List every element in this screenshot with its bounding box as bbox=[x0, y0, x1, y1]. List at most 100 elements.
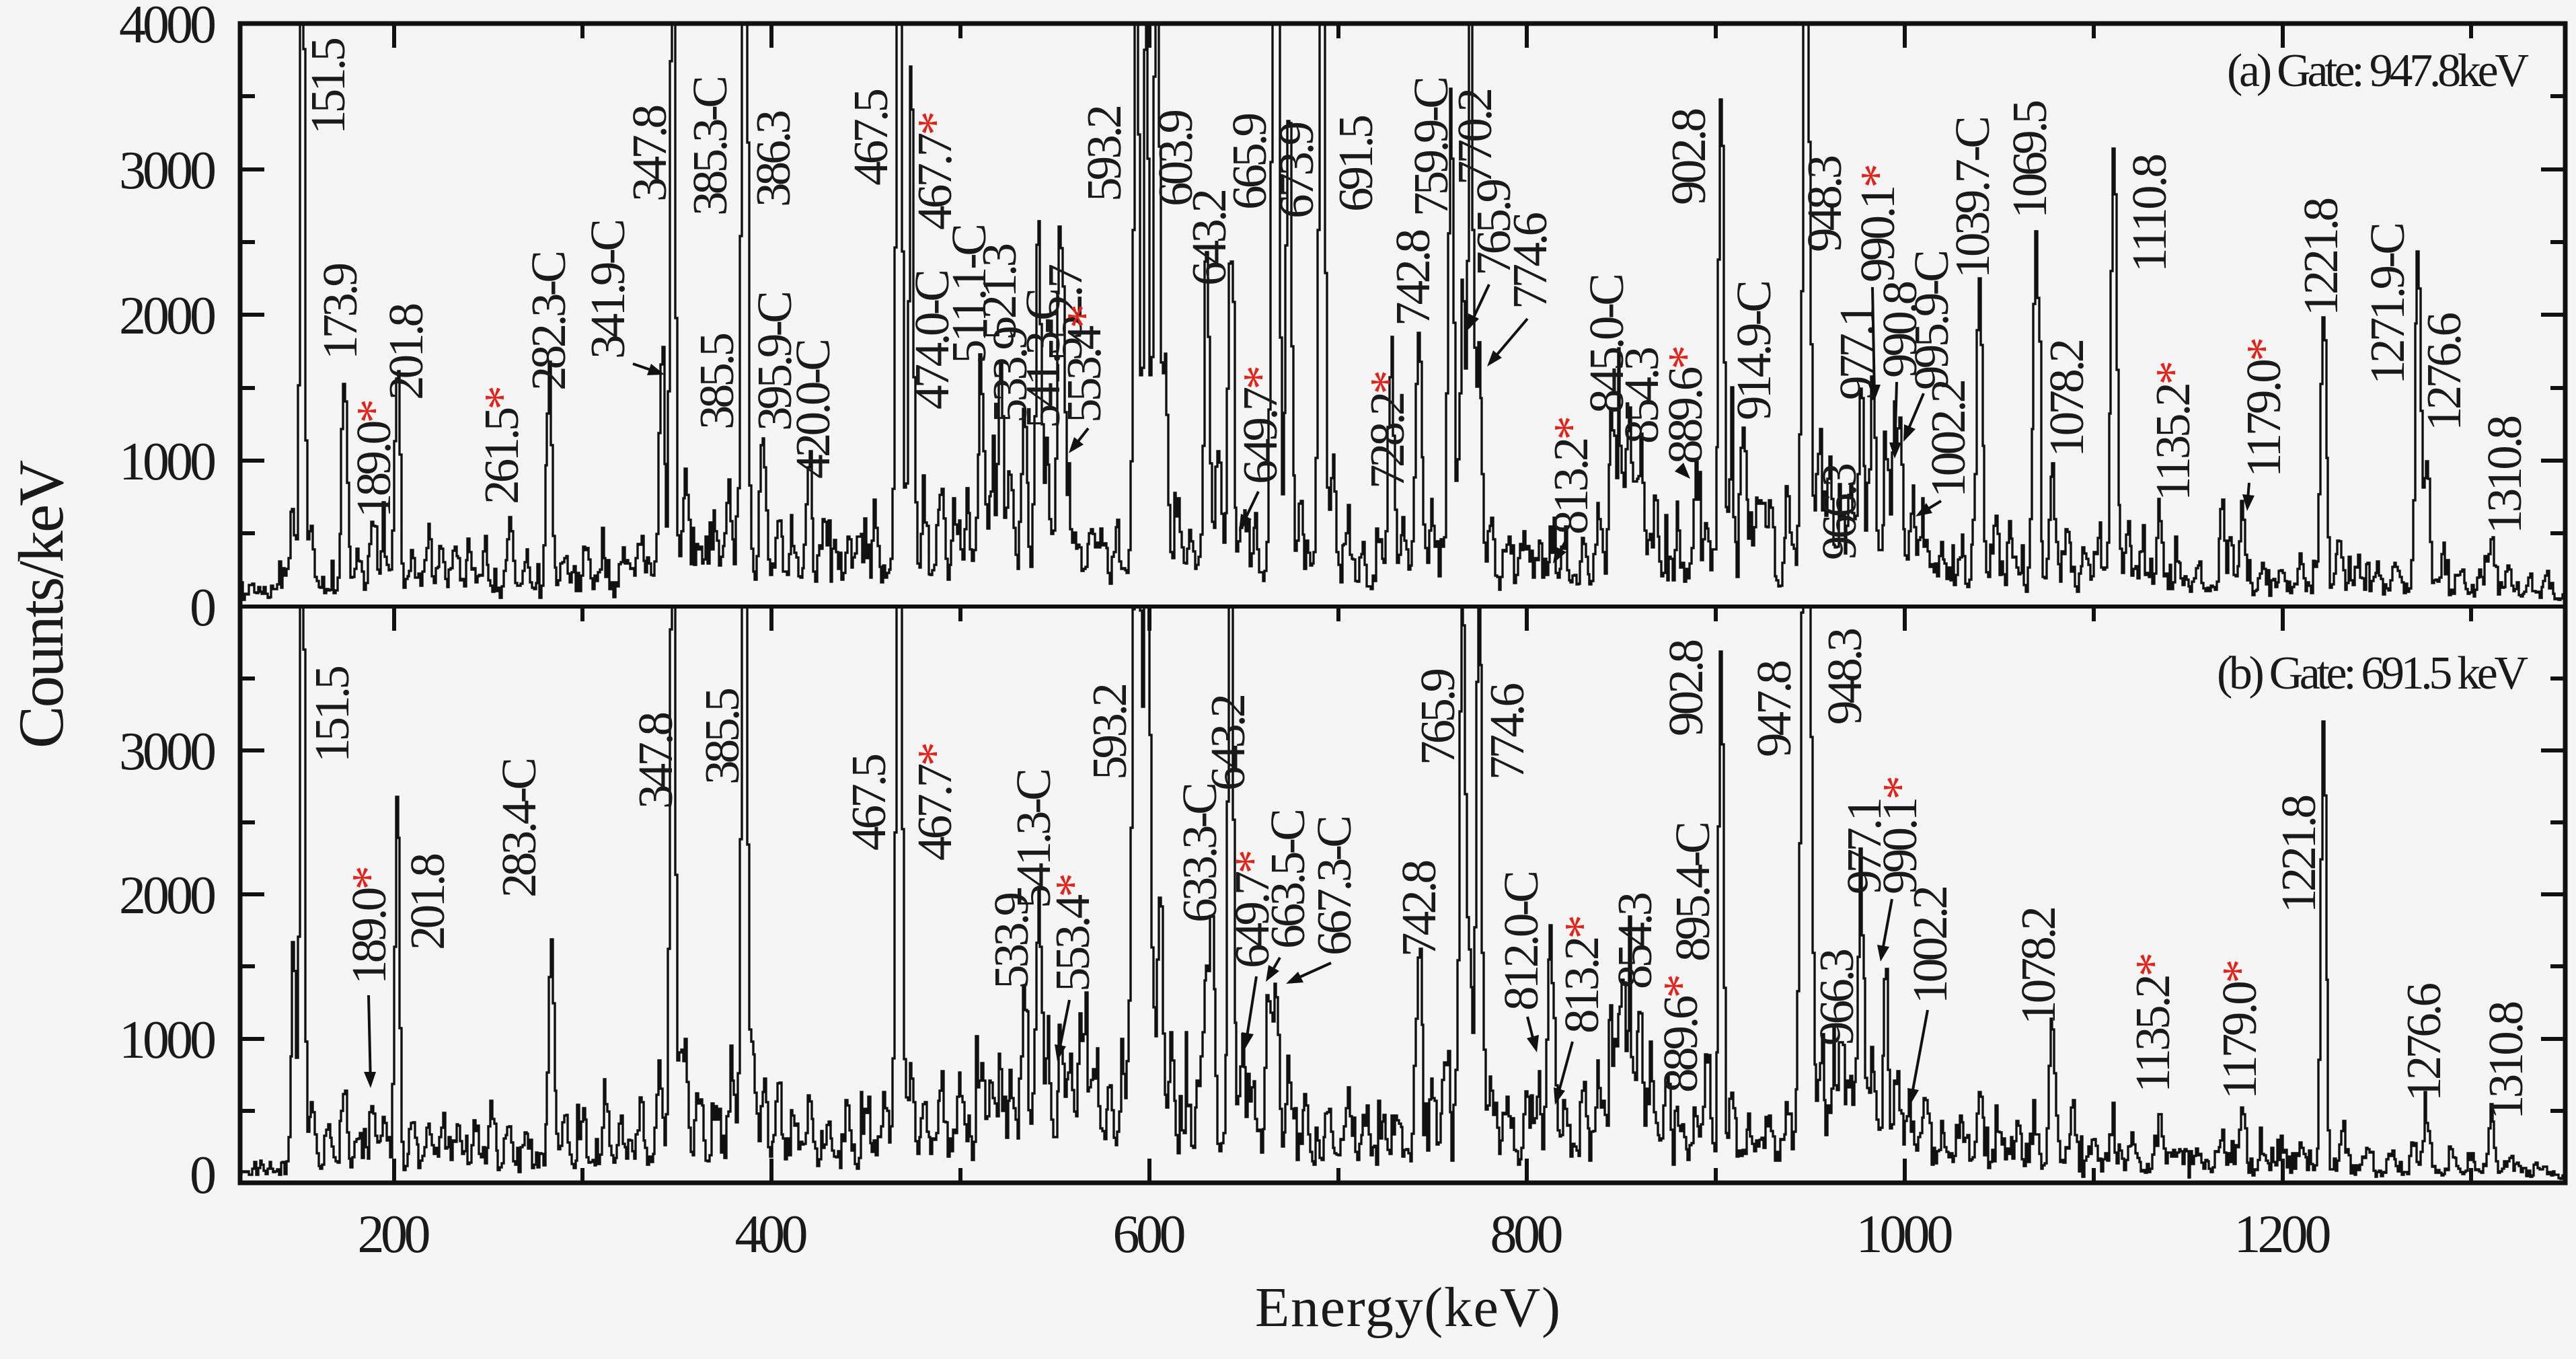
svg-text:1002.2: 1002.2 bbox=[1903, 885, 1957, 1004]
svg-text:1000: 1000 bbox=[119, 1011, 217, 1070]
svg-text:691.5: 691.5 bbox=[1328, 114, 1383, 212]
svg-text:728.2*: 728.2* bbox=[1360, 370, 1414, 489]
svg-text:854.3: 854.3 bbox=[1607, 892, 1662, 989]
svg-text:633.3-C: 633.3-C bbox=[1172, 782, 1227, 923]
svg-text:1179.0*: 1179.0* bbox=[2236, 337, 2291, 477]
svg-text:173.9: 173.9 bbox=[313, 262, 367, 360]
svg-text:(b) Gate: 691.5 keV: (b) Gate: 691.5 keV bbox=[2217, 648, 2528, 699]
svg-text:995.9-C: 995.9-C bbox=[1904, 249, 1959, 390]
svg-text:151.5: 151.5 bbox=[305, 665, 359, 763]
svg-text:845.0-C: 845.0-C bbox=[1579, 273, 1634, 414]
svg-text:1276.6: 1276.6 bbox=[2396, 982, 2451, 1101]
svg-text:3000: 3000 bbox=[119, 722, 217, 781]
svg-text:966.3: 966.3 bbox=[1809, 948, 1864, 1046]
svg-text:1310.8: 1310.8 bbox=[2478, 1001, 2533, 1120]
svg-text:189.0*: 189.0* bbox=[342, 865, 396, 984]
svg-text:593.2: 593.2 bbox=[1082, 683, 1137, 780]
svg-text:770.2: 770.2 bbox=[1447, 87, 1502, 185]
svg-text:1078.2: 1078.2 bbox=[2011, 906, 2066, 1025]
svg-text:1039.7-C: 1039.7-C bbox=[1945, 116, 2000, 278]
svg-text:Energy(keV): Energy(keV) bbox=[1255, 1276, 1560, 1339]
svg-text:902.8: 902.8 bbox=[1659, 639, 1713, 736]
svg-text:0: 0 bbox=[190, 1146, 217, 1205]
svg-text:533.9: 533.9 bbox=[984, 892, 1038, 989]
svg-text:521.3: 521.3 bbox=[972, 243, 1026, 340]
svg-text:813.2*: 813.2* bbox=[1544, 416, 1598, 535]
svg-text:347.8: 347.8 bbox=[622, 104, 677, 202]
svg-text:759.9-C: 759.9-C bbox=[1404, 76, 1458, 217]
svg-text:593.2: 593.2 bbox=[1077, 104, 1131, 202]
svg-text:990.8: 990.8 bbox=[1872, 280, 1927, 378]
svg-text:Counts/keV: Counts/keV bbox=[5, 460, 77, 748]
svg-text:395.9-C: 395.9-C bbox=[747, 290, 802, 431]
svg-text:282.3-C: 282.3-C bbox=[521, 250, 576, 391]
svg-text:774.6: 774.6 bbox=[1503, 212, 1557, 309]
svg-text:1000: 1000 bbox=[1856, 1205, 1954, 1264]
svg-text:385.5: 385.5 bbox=[695, 687, 749, 785]
svg-text:200: 200 bbox=[358, 1205, 431, 1264]
svg-text:854.3: 854.3 bbox=[1614, 346, 1669, 444]
svg-text:541.3-C: 541.3-C bbox=[1006, 768, 1061, 908]
svg-text:1069.5: 1069.5 bbox=[2002, 100, 2057, 219]
svg-text:4000: 4000 bbox=[119, 0, 217, 54]
svg-text:151.5: 151.5 bbox=[301, 37, 355, 134]
svg-text:947.8: 947.8 bbox=[1747, 660, 1801, 757]
svg-text:889.6*: 889.6* bbox=[1653, 974, 1708, 1093]
svg-text:467.5: 467.5 bbox=[841, 753, 896, 851]
svg-text:1135.2*: 1135.2* bbox=[2125, 952, 2180, 1093]
svg-text:649.7*: 649.7* bbox=[1225, 849, 1279, 968]
svg-text:467.7*: 467.7* bbox=[907, 742, 962, 861]
svg-text:533.9: 533.9 bbox=[983, 325, 1037, 423]
svg-text:0: 0 bbox=[190, 578, 217, 637]
svg-text:385.5: 385.5 bbox=[689, 332, 744, 430]
svg-text:467.7*: 467.7* bbox=[907, 111, 962, 230]
svg-text:990.1*: 990.1* bbox=[1850, 163, 1905, 282]
svg-text:774.6: 774.6 bbox=[1480, 683, 1534, 780]
svg-text:467.5: 467.5 bbox=[843, 88, 898, 186]
svg-text:1276.6: 1276.6 bbox=[2417, 312, 2471, 431]
svg-text:765.9: 765.9 bbox=[1410, 668, 1465, 765]
svg-text:663.5-C: 663.5-C bbox=[1260, 808, 1315, 949]
svg-text:1310.8: 1310.8 bbox=[2477, 415, 2532, 534]
svg-text:474.0-C: 474.0-C bbox=[905, 269, 959, 410]
svg-text:1200: 1200 bbox=[2234, 1205, 2332, 1264]
svg-text:385.3-C: 385.3-C bbox=[683, 75, 737, 216]
svg-text:1221.8: 1221.8 bbox=[2271, 794, 2326, 913]
svg-text:665.9: 665.9 bbox=[1222, 112, 1277, 210]
svg-text:541.3-C: 541.3-C bbox=[1016, 288, 1070, 428]
svg-text:603.9: 603.9 bbox=[1148, 109, 1203, 206]
svg-text:667.3-C: 667.3-C bbox=[1307, 815, 1361, 956]
svg-text:977.1: 977.1 bbox=[1837, 797, 1891, 894]
svg-text:673.9: 673.9 bbox=[1269, 121, 1324, 219]
svg-text:420.0-C: 420.0-C bbox=[786, 338, 840, 479]
svg-text:966.3: 966.3 bbox=[1812, 463, 1866, 560]
svg-text:914.9-C: 914.9-C bbox=[1727, 280, 1781, 420]
svg-text:2000: 2000 bbox=[119, 286, 217, 346]
svg-text:889.6*: 889.6* bbox=[1658, 345, 1712, 464]
svg-text:553.4*: 553.4* bbox=[1045, 873, 1100, 992]
svg-text:1000: 1000 bbox=[119, 432, 217, 492]
svg-text:1221.8: 1221.8 bbox=[2294, 197, 2348, 316]
svg-text:1135.2*: 1135.2* bbox=[2146, 360, 2200, 501]
svg-text:948.3: 948.3 bbox=[1817, 627, 1872, 725]
svg-text:600: 600 bbox=[1113, 1205, 1186, 1264]
svg-text:948.3: 948.3 bbox=[1797, 155, 1852, 252]
svg-text:347.8: 347.8 bbox=[628, 711, 683, 809]
svg-text:341.9-C: 341.9-C bbox=[580, 219, 635, 359]
svg-text:201.8: 201.8 bbox=[400, 853, 455, 950]
svg-text:1078.2: 1078.2 bbox=[2039, 338, 2094, 457]
svg-text:812.0-C: 812.0-C bbox=[1494, 870, 1548, 1011]
svg-text:800: 800 bbox=[1490, 1205, 1564, 1264]
svg-text:813.2*: 813.2* bbox=[1554, 915, 1609, 1034]
svg-text:643.2: 643.2 bbox=[1182, 188, 1236, 286]
svg-text:553.4*: 553.4* bbox=[1057, 304, 1111, 423]
svg-text:3000: 3000 bbox=[119, 141, 217, 200]
svg-text:1002.2: 1002.2 bbox=[1921, 379, 1975, 498]
svg-text:2000: 2000 bbox=[119, 866, 217, 925]
svg-text:990.1*: 990.1* bbox=[1872, 775, 1927, 894]
svg-text:765.9: 765.9 bbox=[1466, 178, 1521, 276]
svg-text:201.8: 201.8 bbox=[379, 303, 433, 400]
svg-text:189.0*: 189.0* bbox=[346, 399, 401, 518]
svg-text:643.2: 643.2 bbox=[1201, 693, 1255, 791]
svg-text:386.3: 386.3 bbox=[746, 110, 800, 207]
